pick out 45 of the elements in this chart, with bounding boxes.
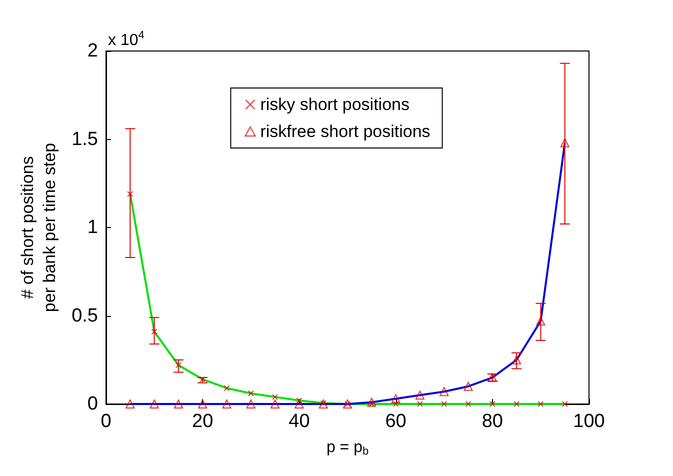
point (464, 382, 473, 391)
x-tick-label: 20 (192, 411, 214, 432)
x-tick-label: 100 (573, 411, 605, 432)
point (367, 398, 376, 407)
point (512, 355, 522, 364)
legend-label: riskfree short positions (260, 122, 430, 141)
point (198, 400, 208, 408)
point (465, 401, 472, 407)
point (562, 401, 568, 407)
point (441, 401, 448, 407)
point (175, 362, 182, 368)
point (392, 401, 399, 407)
x-tick-label: 40 (288, 411, 310, 432)
y-axis-title: # of short positions per bank per time step (18, 142, 60, 312)
point (560, 138, 570, 148)
point (126, 400, 135, 408)
y-tick-label: 0.5 (72, 305, 98, 326)
x-tick-label: 60 (385, 411, 406, 432)
point (127, 190, 134, 197)
point (514, 401, 520, 407)
point (222, 400, 232, 408)
point (151, 328, 158, 335)
y-tick-label: 0 (87, 394, 98, 414)
y-tick-label: 2 (87, 40, 98, 62)
x-tick-label: 0 (100, 411, 112, 432)
point (150, 400, 159, 408)
point (538, 401, 544, 407)
point (294, 400, 304, 408)
point (224, 385, 230, 392)
legend-label: risky short positions (260, 95, 410, 114)
point (415, 390, 424, 400)
point (248, 390, 254, 396)
y-tick-label: 1 (87, 217, 98, 238)
point (536, 316, 546, 326)
point (272, 394, 278, 400)
point (416, 401, 423, 407)
point (174, 400, 183, 408)
point (489, 401, 496, 407)
x-tick-label: 80 (482, 411, 503, 432)
point (270, 400, 280, 408)
point (246, 400, 256, 408)
y-tick-label: 1.5 (72, 128, 98, 150)
point (440, 387, 449, 396)
point (200, 376, 206, 382)
point (391, 394, 400, 404)
